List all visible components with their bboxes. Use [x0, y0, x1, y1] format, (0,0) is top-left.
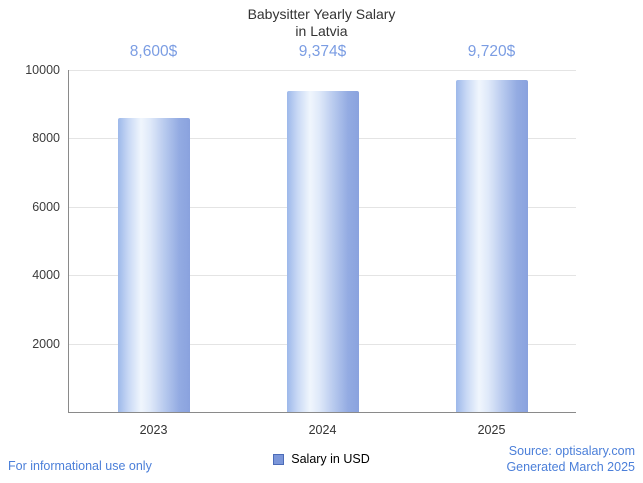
source-line: Source: optisalary.com [508, 444, 635, 458]
bar-2023 [117, 117, 190, 412]
bar-value-label: 9,720$ [467, 43, 516, 60]
bar-value-label: 8,600$ [129, 43, 178, 60]
bar-2025 [455, 79, 528, 412]
chart-title: Babysitter Yearly Salary in Latvia [0, 6, 643, 40]
disclaimer-text: For informational use only [8, 459, 152, 473]
generated-line: Generated March 2025 [506, 460, 635, 474]
legend-label: Salary in USD [291, 452, 370, 466]
x-tick-label: 2025 [477, 423, 506, 437]
y-tick-label: 8000 [32, 131, 60, 146]
y-tick-label: 4000 [32, 268, 60, 283]
y-tick-label: 10000 [25, 63, 60, 77]
gridline [69, 70, 576, 71]
y-tick-label: 2000 [32, 336, 60, 351]
x-tick-label: 2023 [139, 423, 168, 437]
chart-title-line1: Babysitter Yearly Salary [247, 6, 396, 22]
y-tick-label: 6000 [32, 199, 60, 214]
bar-value-label: 9,374$ [298, 43, 347, 60]
bar-2024 [286, 91, 359, 412]
source-info: Source: optisalary.com Generated March 2… [506, 443, 635, 475]
chart-title-line2: in Latvia [295, 23, 348, 39]
x-tick-label: 2024 [308, 423, 337, 437]
legend: Salary in USD [0, 452, 643, 466]
legend-swatch-icon [273, 453, 285, 465]
plot-area: 2000 4000 6000 8000 10000 8,600$ 2023 9,374$ 202… [25, 43, 576, 437]
